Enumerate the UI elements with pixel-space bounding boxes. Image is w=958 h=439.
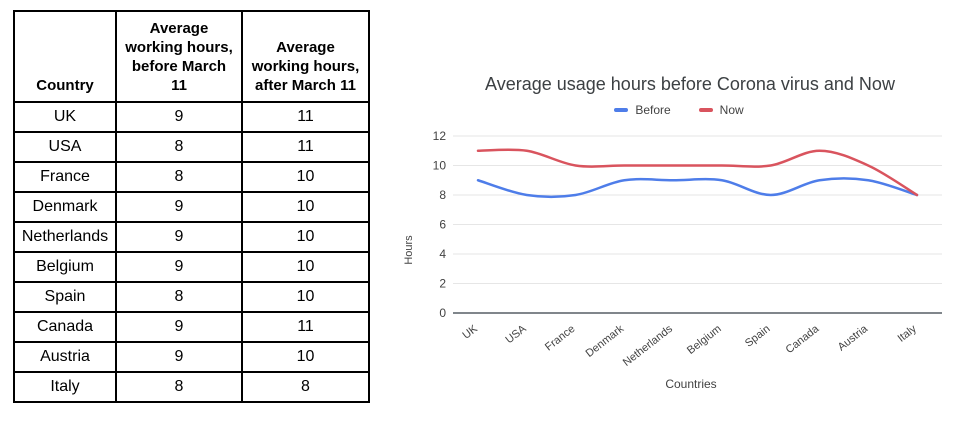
table-row: Netherlands 9 10 (13, 221, 370, 253)
header-before: Average working hours, before March 11 (115, 10, 243, 103)
working-hours-table: Country Average working hours, before Ma… (13, 10, 370, 403)
after-cell: 10 (241, 191, 370, 223)
table-row: Spain 8 10 (13, 281, 370, 313)
x-tick-label: Italy (896, 323, 920, 345)
header-after: Average working hours, after March 11 (241, 10, 370, 103)
after-cell: 11 (241, 311, 370, 343)
chart-title: Average usage hours before Corona virus … (485, 74, 895, 94)
legend-item-now: Now (698, 103, 744, 117)
country-cell: Italy (13, 371, 117, 403)
legend-label: Before (635, 103, 671, 117)
before-cell: 9 (115, 341, 243, 373)
country-cell: Austria (13, 341, 117, 373)
table-row: Canada 9 11 (13, 311, 370, 343)
y-tick-label: 6 (439, 218, 446, 232)
table-row: France 8 10 (13, 161, 370, 193)
table-row: UK 9 11 (13, 101, 370, 133)
x-tick-label: Denmark (584, 323, 627, 360)
y-tick-label: 8 (439, 188, 446, 202)
after-cell: 8 (241, 371, 370, 403)
x-tick-label: France (543, 323, 577, 354)
x-tick-label: Belgium (685, 323, 724, 357)
x-tick-label: USA (503, 323, 529, 347)
before-cell: 8 (115, 371, 243, 403)
y-tick-label: 2 (439, 277, 446, 291)
table-row: Italy 8 8 (13, 371, 370, 403)
before-cell: 8 (115, 161, 243, 193)
after-cell: 11 (241, 101, 370, 133)
after-cell: 10 (241, 161, 370, 193)
legend-swatch-icon (698, 108, 713, 112)
after-cell: 10 (241, 341, 370, 373)
table-row: USA 8 11 (13, 131, 370, 163)
x-tick-label: Spain (743, 323, 773, 350)
y-tick-label: 0 (439, 306, 446, 320)
chart-legend: Before Now (400, 103, 958, 117)
table-row: Denmark 9 10 (13, 191, 370, 223)
table-row: Austria 9 10 (13, 341, 370, 373)
header-country: Country (13, 10, 117, 103)
x-axis-title: Countries (665, 377, 716, 391)
x-tick-label: UK (460, 322, 480, 341)
before-cell: 9 (115, 221, 243, 253)
before-cell: 9 (115, 311, 243, 343)
y-axis-title: Hours (403, 235, 415, 265)
legend-label: Now (719, 103, 744, 117)
country-cell: France (13, 161, 117, 193)
country-cell: Netherlands (13, 221, 117, 253)
x-tick-label: Canada (784, 322, 822, 356)
country-cell: Denmark (13, 191, 117, 223)
country-cell: UK (13, 101, 117, 133)
before-cell: 9 (115, 251, 243, 283)
x-tick-label: Austria (836, 322, 871, 353)
y-tick-label: 4 (439, 247, 446, 261)
y-tick-label: 12 (433, 129, 447, 143)
table-header-row: Country Average working hours, before Ma… (13, 10, 370, 103)
after-cell: 10 (241, 221, 370, 253)
after-cell: 10 (241, 281, 370, 313)
country-cell: Spain (13, 281, 117, 313)
legend-item-before: Before (614, 103, 671, 117)
before-cell: 8 (115, 281, 243, 313)
country-cell: USA (13, 131, 117, 163)
before-cell: 9 (115, 101, 243, 133)
x-tick-label: Netherlands (621, 323, 676, 369)
country-cell: Canada (13, 311, 117, 343)
after-cell: 10 (241, 251, 370, 283)
after-cell: 11 (241, 131, 370, 163)
table-row: Belgium 9 10 (13, 251, 370, 283)
series-line-now (476, 148, 919, 197)
country-cell: Belgium (13, 251, 117, 283)
legend-swatch-icon (614, 108, 629, 112)
y-tick-label: 10 (433, 159, 447, 173)
before-cell: 8 (115, 131, 243, 163)
before-cell: 9 (115, 191, 243, 223)
series-line-before (476, 177, 919, 199)
